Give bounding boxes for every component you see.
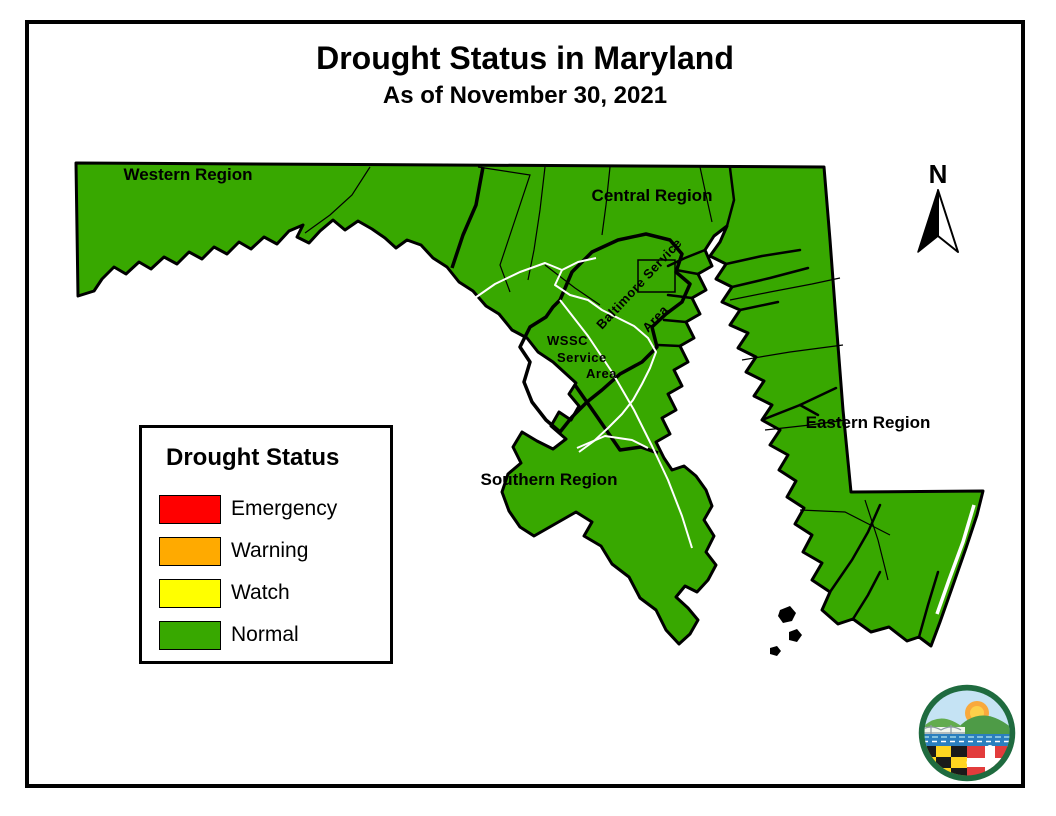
north-arrow: N	[917, 159, 959, 253]
emergency-label: Emergency	[231, 497, 338, 520]
central-southern-boundary	[573, 383, 659, 455]
logo-bridge	[924, 725, 965, 734]
central-region-label: Central Region	[592, 186, 713, 205]
logo-water	[924, 734, 1010, 746]
baltimore-service-area-boundary	[518, 232, 692, 434]
eastern-region-label: Eastern Region	[806, 413, 931, 432]
baltimore-city-outline	[637, 259, 676, 293]
river-lines	[656, 166, 940, 639]
page-title: Drought Status in Maryland	[316, 40, 734, 76]
maryland-state-shape	[74, 161, 985, 648]
county-boundary-lines	[304, 166, 891, 581]
north-arrow-label: N	[929, 159, 948, 189]
wssc-label-line1: WSSC	[547, 333, 588, 348]
southern-region-label: Southern Region	[481, 470, 618, 489]
watch-label: Watch	[231, 581, 290, 604]
logo-hill-right	[955, 715, 1010, 739]
wssc-label-line2: Service	[557, 350, 607, 365]
wssc-label-line3: Area	[586, 366, 617, 381]
north-arrow-left-half	[917, 189, 939, 253]
normal-label: Normal	[231, 623, 299, 646]
state-shape-group	[74, 161, 985, 656]
wssc-service-boundary-lines	[471, 257, 976, 615]
maryland-environment-agency-logo	[918, 684, 1016, 782]
bay-islands	[770, 606, 802, 656]
watch-color-swatch	[159, 579, 221, 608]
emergency-color-swatch	[159, 495, 221, 524]
north-arrow-right-half	[937, 189, 959, 253]
warning-color-swatch	[159, 537, 221, 566]
warning-label: Warning	[231, 539, 309, 562]
western-region-label: Western Region	[123, 165, 252, 184]
normal-color-swatch	[159, 621, 221, 650]
western-central-boundary	[450, 166, 485, 269]
region-boundary-lines	[450, 166, 692, 455]
legend-title: Drought Status	[166, 444, 340, 471]
drought-status-legend: Drought Status Emergency Warning Watch N…	[139, 425, 393, 664]
page-subtitle: As of November 30, 2021	[382, 82, 668, 109]
logo-bridge-band	[924, 727, 965, 734]
